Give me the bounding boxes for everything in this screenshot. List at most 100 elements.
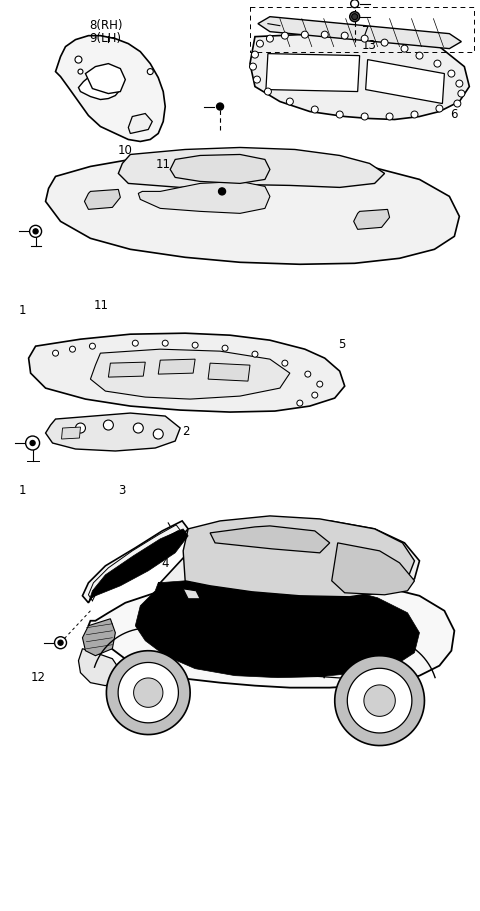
Polygon shape [158, 521, 420, 596]
Polygon shape [83, 521, 188, 603]
Polygon shape [208, 363, 250, 382]
Circle shape [147, 69, 153, 76]
Circle shape [75, 424, 85, 434]
Circle shape [305, 372, 311, 378]
Polygon shape [183, 517, 415, 597]
Polygon shape [364, 685, 396, 717]
Circle shape [133, 424, 144, 434]
Polygon shape [170, 155, 270, 184]
Polygon shape [29, 333, 345, 413]
Polygon shape [78, 69, 122, 100]
Polygon shape [84, 190, 120, 210]
Polygon shape [135, 581, 420, 678]
Polygon shape [88, 581, 455, 688]
Circle shape [75, 57, 82, 64]
Polygon shape [266, 55, 360, 92]
Text: 2: 2 [182, 425, 190, 437]
Circle shape [250, 64, 256, 71]
Circle shape [30, 441, 35, 446]
Circle shape [436, 106, 443, 113]
Text: 11: 11 [156, 158, 170, 171]
Circle shape [456, 81, 463, 88]
Polygon shape [46, 414, 180, 452]
Polygon shape [183, 589, 200, 599]
Polygon shape [61, 427, 81, 439]
Circle shape [216, 104, 224, 111]
Polygon shape [78, 649, 120, 686]
Circle shape [89, 343, 96, 350]
Circle shape [252, 52, 258, 59]
Polygon shape [332, 543, 415, 595]
Circle shape [381, 40, 388, 47]
Polygon shape [335, 656, 424, 746]
Circle shape [312, 393, 318, 399]
Polygon shape [90, 350, 290, 400]
Polygon shape [108, 363, 145, 378]
Circle shape [162, 341, 168, 347]
Text: 7: 7 [362, 26, 370, 38]
Circle shape [264, 89, 271, 96]
Text: 10: 10 [118, 143, 132, 157]
Polygon shape [258, 17, 461, 49]
Circle shape [30, 226, 42, 238]
Polygon shape [119, 148, 384, 189]
Polygon shape [366, 60, 444, 105]
Circle shape [361, 114, 368, 121]
Circle shape [454, 101, 461, 107]
Polygon shape [138, 182, 270, 214]
Circle shape [55, 637, 67, 649]
Circle shape [282, 361, 288, 367]
Circle shape [218, 189, 226, 196]
Polygon shape [133, 678, 163, 708]
Circle shape [78, 70, 83, 75]
Text: 9(LH): 9(LH) [89, 32, 121, 45]
Circle shape [132, 341, 138, 347]
Circle shape [70, 347, 75, 353]
Text: 12: 12 [31, 670, 46, 683]
Circle shape [301, 32, 308, 39]
Circle shape [448, 71, 455, 78]
Circle shape [352, 15, 358, 21]
Circle shape [401, 46, 408, 53]
Circle shape [266, 36, 274, 43]
Circle shape [253, 77, 261, 84]
Circle shape [312, 107, 318, 114]
Polygon shape [107, 651, 190, 735]
Text: 5: 5 [338, 338, 346, 351]
Text: 3: 3 [118, 484, 125, 496]
Circle shape [33, 230, 38, 234]
Polygon shape [348, 669, 412, 733]
Circle shape [25, 436, 39, 451]
Text: 1: 1 [19, 484, 26, 496]
Circle shape [256, 41, 264, 48]
Polygon shape [128, 115, 152, 134]
Circle shape [351, 1, 359, 9]
Circle shape [321, 32, 328, 39]
Circle shape [52, 351, 59, 357]
Polygon shape [88, 529, 188, 603]
Polygon shape [85, 65, 125, 95]
Circle shape [336, 112, 343, 118]
Circle shape [252, 352, 258, 358]
Polygon shape [210, 527, 330, 553]
Circle shape [287, 99, 293, 106]
Circle shape [58, 640, 63, 646]
Polygon shape [46, 157, 459, 265]
Circle shape [297, 401, 303, 406]
Polygon shape [250, 35, 469, 120]
Circle shape [103, 421, 113, 431]
Circle shape [361, 36, 368, 43]
Text: 11: 11 [94, 299, 108, 312]
Text: 8(RH): 8(RH) [89, 19, 123, 32]
Circle shape [458, 91, 465, 98]
Circle shape [281, 33, 288, 40]
Circle shape [416, 53, 423, 60]
Text: 6: 6 [451, 107, 458, 121]
Polygon shape [56, 36, 165, 142]
Text: 4: 4 [161, 557, 168, 569]
Circle shape [222, 346, 228, 352]
Circle shape [411, 112, 418, 118]
Polygon shape [118, 662, 179, 723]
Text: 13: 13 [362, 39, 377, 52]
Circle shape [153, 430, 163, 439]
